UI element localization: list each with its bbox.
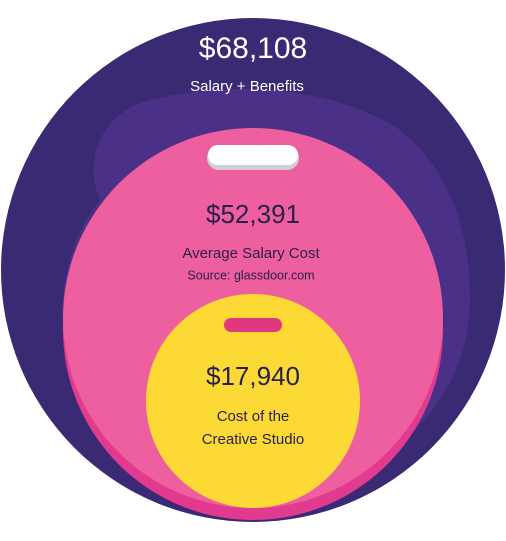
- yellow-amount: $17,940: [206, 361, 300, 391]
- outer-amount: $68,108: [199, 32, 307, 65]
- yellow-circle: [146, 294, 360, 508]
- yellow-label-line: Cost of the: [217, 408, 290, 425]
- pink-pill: [224, 318, 282, 332]
- pink-amount: $52,391: [206, 199, 300, 229]
- white-pill: [208, 145, 298, 165]
- pink-source: Source: glassdoor.com: [187, 268, 314, 282]
- yellow-label-line: Creative Studio: [202, 431, 305, 448]
- pink-label: Average Salary Cost: [182, 245, 320, 262]
- outer-label: Salary + Benefits: [190, 78, 304, 95]
